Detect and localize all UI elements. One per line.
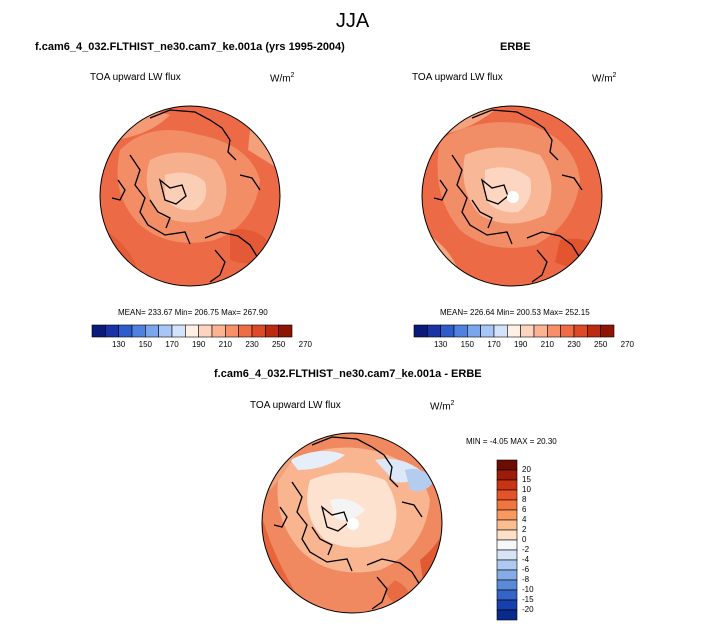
panel-2-pole-hole [507, 191, 519, 203]
colorbar-tick-label: 4 [522, 515, 527, 524]
colorbar-swatch [496, 549, 518, 561]
colorbar-tick-label: 0 [522, 535, 527, 544]
colorbar-swatch [496, 459, 518, 471]
panel-3-stats: MIN = -4.05 MAX = 20.30 [466, 437, 557, 446]
colorbar-tick-label: -20 [522, 605, 534, 614]
colorbar-tick-label: 2 [522, 525, 527, 534]
colorbar-tick-label: 130 [111, 340, 126, 349]
colorbar-tick-label: 170 [165, 340, 179, 349]
colorbar-swatch [496, 599, 518, 611]
panel-2-colorbar [413, 324, 615, 338]
colorbar-tick-label: 150 [460, 340, 475, 349]
colorbar-tick-label: 8 [522, 495, 527, 504]
colorbar-tick-label: -6 [522, 565, 530, 574]
colorbar-tick-label: 150 [138, 340, 153, 349]
colorbar-tick-label: 170 [487, 340, 501, 349]
panel-2-variable-label: TOA upward LW flux [412, 72, 503, 83]
page-title: JJA [335, 10, 370, 32]
panel-1-stats: MEAN= 233.67 Min= 206.75 Max= 267.90 [118, 308, 268, 317]
colorbar-swatch [278, 324, 293, 338]
colorbar-swatch [496, 589, 518, 601]
panel-1-colorbar-ticks: 130 150 170 190 210 230 250 270 [92, 340, 312, 352]
colorbar-swatch [496, 559, 518, 571]
colorbar-tick-label: 230 [245, 340, 259, 349]
colorbar-tick-label: 20 [522, 465, 531, 474]
colorbar-swatch [496, 529, 518, 541]
colorbar-tick-label: 190 [191, 340, 206, 349]
colorbar-tick-label: 250 [271, 340, 286, 349]
panel-3-units: W/m2 [430, 400, 455, 413]
panel-2-colorbar-ticks: 130 150 170 190 210 230 250 270 [414, 340, 634, 352]
colorbar-tick-label: 210 [540, 340, 555, 349]
colorbar-swatch [496, 489, 518, 501]
colorbar-swatch [496, 569, 518, 581]
panel-1-units: W/m2 [270, 72, 295, 85]
panel-2-title: ERBE [500, 41, 531, 53]
colorbar-tick-label: 250 [593, 340, 608, 349]
colorbar-tick-label: -2 [522, 545, 530, 554]
panel-3-colorbar-ticks: 20 15 10 8 6 4 2 0 -2 -4 -6 -8 -10 -15 -20 [522, 460, 552, 620]
panel-3-pole-hole [347, 518, 359, 530]
colorbar-tick-label: -4 [522, 555, 530, 564]
colorbar-swatch [600, 324, 615, 338]
colorbar-tick-label: 10 [522, 485, 531, 494]
colorbar-swatch [496, 539, 518, 551]
colorbar-swatch [496, 519, 518, 531]
panel-2-map-border [421, 105, 603, 287]
panel-3-title: f.cam6_4_032.FLTHIST_ne30.cam7_ke.001a -… [214, 368, 482, 380]
colorbar-tick-label: 190 [513, 340, 528, 349]
colorbar-tick-label: 230 [567, 340, 581, 349]
colorbar-swatch [496, 469, 518, 481]
panel-1-variable-label: TOA upward LW flux [90, 72, 181, 83]
colorbar-swatch [496, 499, 518, 511]
panel-3-variable-label: TOA upward LW flux [250, 400, 341, 411]
colorbar-swatch [496, 579, 518, 591]
panel-3-colorbar [496, 459, 518, 621]
colorbar-tick-label: 6 [522, 505, 527, 514]
colorbar-tick-label: 210 [218, 340, 233, 349]
panel-2-units: W/m2 [592, 72, 617, 85]
panel-1-coastlines [111, 109, 261, 283]
colorbar-tick-label: 270 [298, 340, 313, 349]
colorbar-tick-label: -15 [522, 595, 534, 604]
panel-2-stats: MEAN= 226.64 Min= 200.53 Max= 252.15 [440, 308, 590, 317]
colorbar-tick-label: 270 [620, 340, 635, 349]
colorbar-swatch [496, 609, 518, 621]
colorbar-swatch [496, 509, 518, 521]
panel-1-map-border [99, 105, 281, 287]
colorbar-swatch [496, 479, 518, 491]
panel-2-coastlines [433, 109, 583, 283]
panel-3-map-border [261, 432, 443, 614]
colorbar-tick-label: 15 [522, 475, 531, 484]
panel-1-colorbar [91, 324, 293, 338]
panel-1-title: f.cam6_4_032.FLTHIST_ne30.cam7_ke.001a (… [35, 41, 345, 53]
colorbar-tick-label: -10 [522, 585, 534, 594]
colorbar-tick-label: -8 [522, 575, 530, 584]
colorbar-tick-label: 130 [433, 340, 448, 349]
